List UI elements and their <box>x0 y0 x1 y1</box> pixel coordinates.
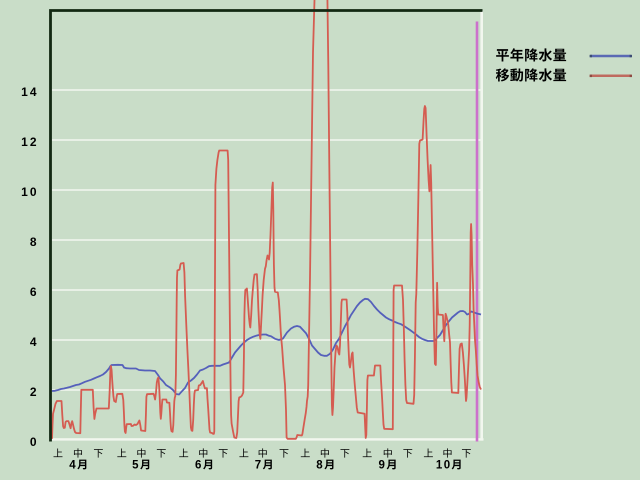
svg-text:14: 14 <box>21 85 38 99</box>
svg-text:5: 5 <box>132 460 140 472</box>
svg-text:10: 10 <box>436 460 452 472</box>
svg-text:12: 12 <box>21 135 38 149</box>
svg-text:7: 7 <box>255 460 263 472</box>
svg-text:0: 0 <box>30 435 39 449</box>
svg-text:8: 8 <box>316 460 324 472</box>
svg-text:8: 8 <box>30 235 39 249</box>
svg-text:2: 2 <box>30 385 39 399</box>
svg-text:6: 6 <box>195 460 203 472</box>
svg-text:6: 6 <box>30 285 39 299</box>
svg-text:10: 10 <box>21 185 38 199</box>
svg-text:4: 4 <box>69 460 77 472</box>
svg-text:4: 4 <box>30 335 39 349</box>
svg-text:9: 9 <box>379 460 387 472</box>
